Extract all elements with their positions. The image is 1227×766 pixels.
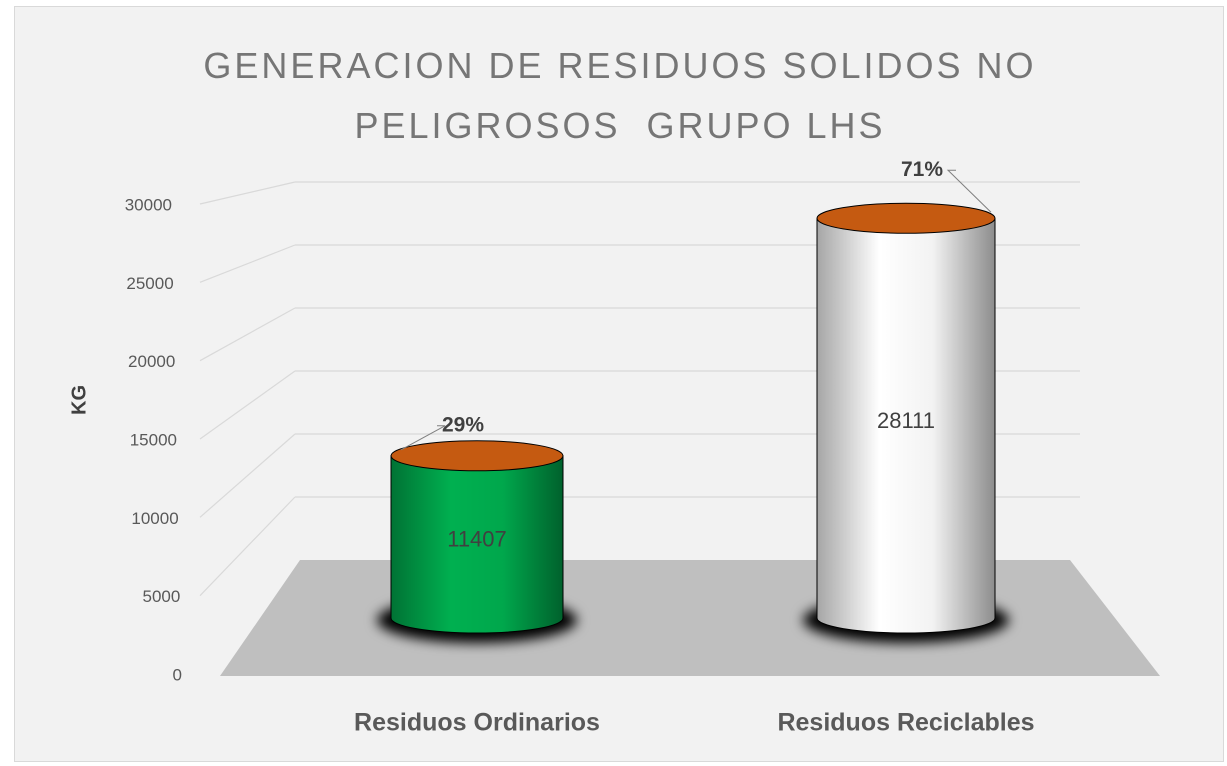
data-label: 28111	[877, 408, 935, 433]
annotation-leader	[946, 169, 992, 213]
y-tick-label: 15000	[130, 430, 177, 449]
grid-line	[199, 496, 296, 597]
grid-line	[199, 181, 296, 205]
y-tick-label: 30000	[125, 195, 172, 214]
y-tick-label: 25000	[126, 274, 173, 293]
y-tick-label: 10000	[131, 509, 178, 528]
y-tick-label: 0	[173, 665, 182, 684]
y-tick-label: 5000	[143, 587, 181, 606]
bar-shading	[817, 218, 995, 633]
grid-line	[199, 244, 296, 283]
x-tick-label: Residuos Ordinarios	[354, 709, 600, 737]
y-tick-label: 20000	[128, 352, 175, 371]
bar-top	[390, 440, 564, 472]
y-axis-label: KG	[68, 385, 90, 415]
grid-line	[199, 307, 296, 362]
annotation: 71%	[901, 158, 943, 181]
bar-shading	[391, 455, 563, 633]
annotation-leader	[400, 425, 446, 451]
x-tick-label: Residuos Reciclables	[777, 709, 1034, 737]
annotation: 29%	[442, 413, 484, 436]
data-label: 11407	[447, 527, 507, 552]
grid-line	[199, 433, 296, 518]
floor	[220, 560, 1160, 676]
grid-line	[199, 370, 296, 440]
chart-title: GENERACION DE RESIDUOS SOLIDOS NO PELIGR…	[203, 45, 1050, 146]
bar-top	[816, 202, 996, 234]
